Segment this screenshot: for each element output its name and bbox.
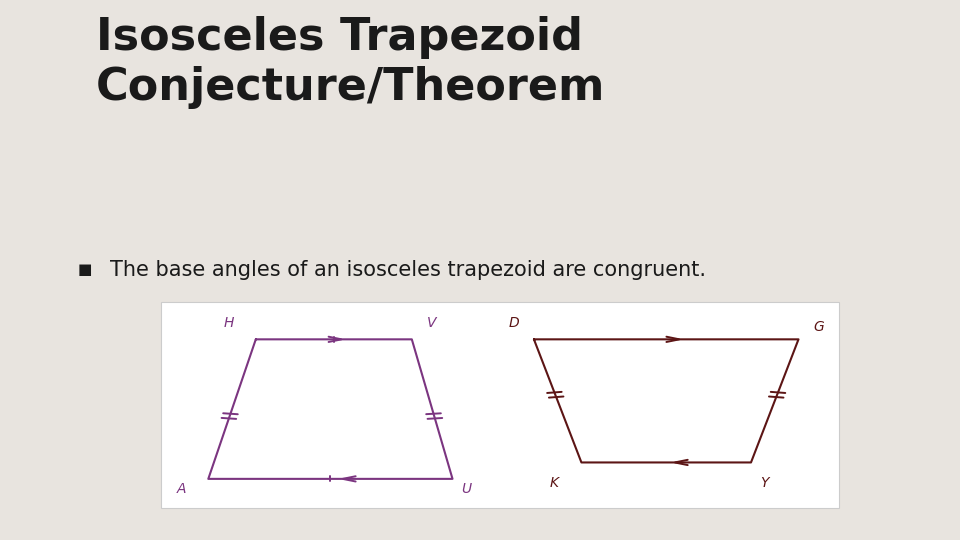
Text: Y: Y — [760, 476, 769, 490]
Text: D: D — [508, 316, 519, 330]
Text: K: K — [550, 476, 559, 490]
Text: H: H — [224, 316, 234, 330]
Text: ■: ■ — [77, 262, 91, 278]
Text: V: V — [427, 316, 437, 330]
FancyBboxPatch shape — [161, 302, 839, 508]
Text: U: U — [461, 482, 471, 496]
Text: The base angles of an isosceles trapezoid are congruent.: The base angles of an isosceles trapezoi… — [109, 260, 706, 280]
Text: G: G — [813, 320, 825, 334]
Text: A: A — [177, 482, 186, 496]
Text: Isosceles Trapezoid
Conjecture/Theorem: Isosceles Trapezoid Conjecture/Theorem — [96, 16, 605, 109]
